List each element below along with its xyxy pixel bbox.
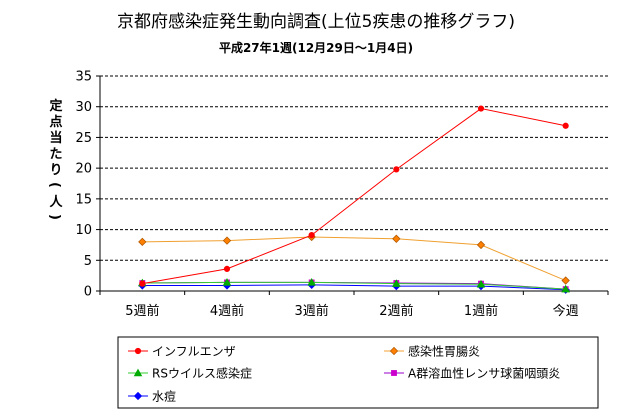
data-point (222, 277, 232, 286)
series-line (142, 108, 566, 285)
x-tick-label: 2週前 (379, 303, 413, 319)
y-axis-label-char: ( (47, 182, 62, 188)
y-tick-label: 15 (75, 192, 92, 207)
y-axis-label-char: 人 (49, 194, 63, 210)
data-point (139, 280, 146, 287)
legend-marker (391, 370, 397, 376)
data-point (307, 277, 316, 286)
legend-label: 水痘 (152, 389, 176, 404)
series (138, 105, 570, 294)
data-point (138, 237, 147, 247)
y-tick-label: 35 (75, 70, 92, 85)
data-point (222, 236, 232, 245)
y-tick-label: 20 (75, 162, 92, 177)
chart-title: 京都府感染症発生動向調査(上位5疾患の推移グラフ) (117, 12, 515, 32)
data-point (476, 279, 486, 288)
data-point (392, 234, 401, 243)
series-2 (138, 232, 570, 285)
legend-marker (133, 391, 143, 401)
x-tick-label: 今週 (553, 303, 579, 319)
y-tick-label: 5 (84, 254, 92, 269)
chart-subtitle: 平成27年1週(12月29日～1月4日) (219, 40, 413, 55)
y-axis-label-char: 定 (48, 98, 62, 114)
x-tick-label: 5週前 (125, 303, 159, 319)
data-point (392, 279, 401, 287)
axes (96, 75, 609, 295)
data-point (223, 265, 231, 272)
legend-marker (134, 347, 142, 355)
y-axis-label-char: ) (47, 214, 62, 220)
series-line (142, 236, 566, 282)
x-tick-label: 3週前 (295, 303, 329, 319)
y-axis-label-char: 点 (49, 114, 62, 130)
x-tick-labels: 5週前 4週前 3週前 2週前 1週前 今週 (125, 303, 578, 319)
data-point (561, 284, 570, 293)
legend-label: 感染性胃腸炎 (408, 344, 480, 359)
y-axis-label-char: た (49, 147, 62, 162)
legend-item: 感染性胃腸炎 (384, 344, 480, 359)
y-axis-label-char: 当 (49, 130, 62, 146)
data-point (476, 240, 486, 250)
series-line (142, 281, 566, 290)
legend-item: RSウイルス感染症 (128, 366, 252, 381)
x-tick-label: 4週前 (210, 303, 244, 319)
y-tick-label: 30 (75, 100, 92, 115)
legend-marker (133, 368, 143, 377)
legend-box (117, 336, 599, 409)
x-tick-label: 1週前 (464, 303, 498, 319)
series-line (142, 284, 566, 291)
legend-label: インフルエンザ (152, 345, 236, 359)
data-point (477, 105, 485, 112)
y-tick-labels: 0 5 10 15 20 25 30 35 (75, 70, 92, 300)
data-point (561, 276, 570, 285)
legend-item: A群溶血性レンサ球菌咽頭炎 (384, 366, 560, 381)
series-1 (139, 105, 569, 287)
data-point (308, 232, 315, 239)
legend-label: RSウイルス感染症 (152, 366, 252, 381)
legend-marker (389, 346, 399, 356)
data-point (562, 122, 569, 129)
legend-item: 水痘 (128, 389, 176, 404)
legend-item: インフルエンザ (128, 345, 236, 359)
y-axis-label-char: り (49, 163, 62, 178)
gridlines (100, 75, 608, 261)
y-tick-label: 0 (84, 285, 92, 300)
data-point (393, 166, 400, 173)
y-tick-label: 25 (75, 131, 92, 146)
legend-label: A群溶血性レンサ球菌咽頭炎 (408, 366, 560, 381)
y-tick-label: 10 (75, 223, 92, 238)
